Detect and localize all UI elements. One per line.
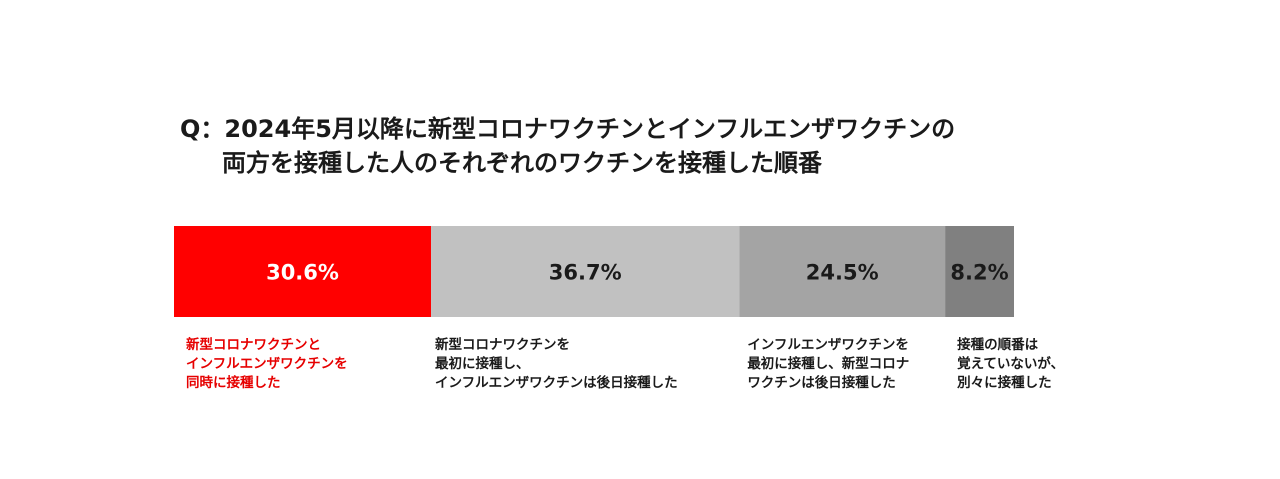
category-label-1-line-3: 同時に接種した bbox=[186, 375, 281, 391]
category-label-2-line-2: 最初に接種し、 bbox=[435, 356, 530, 372]
category-label-3: インフルエンザワクチンを 最初に接種し、新型コロナ ワクチンは後日接種した bbox=[747, 336, 909, 393]
category-label-2: 新型コロナワクチンを 最初に接種し、インフルエンザワクチンは後日接種した bbox=[435, 336, 678, 393]
category-label-1-line-1: 新型コロナワクチンと bbox=[186, 337, 321, 353]
category-label-3-line-3: ワクチンは後日接種した bbox=[747, 375, 896, 391]
chart-title-line-1: Q：2024年5月以降に新型コロナワクチンとインフルエンザワクチンの bbox=[180, 115, 956, 143]
category-label-4-line-3: 別々に接種した bbox=[957, 375, 1052, 391]
bar-segment-4 bbox=[945, 226, 1014, 317]
category-labels: 新型コロナワクチンと インフルエンザワクチンを 同時に接種した 新型コロナワクチンを最… bbox=[0, 336, 1280, 416]
bar-segment-2 bbox=[431, 226, 740, 317]
bar-segment-1 bbox=[174, 226, 432, 317]
chart-title: Q：2024年5月以降に新型コロナワクチンとインフルエンザワクチンの 両方を接種… bbox=[180, 112, 955, 180]
bar-value-label-4: 8.2% bbox=[950, 261, 1008, 285]
bar-value-label-1: 30.6% bbox=[266, 261, 339, 285]
category-label-1-line-2: インフルエンザワクチンを bbox=[186, 356, 348, 372]
chart-title-line-2: 両方を接種した人のそれぞれのワクチンを接種した順番 bbox=[222, 149, 822, 177]
category-label-1: 新型コロナワクチンとインフルエンザワクチンを 同時に接種した bbox=[186, 336, 348, 393]
category-label-3-line-1: インフルエンザワクチンを bbox=[747, 337, 909, 353]
category-label-4-line-2: 覚えていないが、 bbox=[957, 356, 1065, 372]
category-label-2-line-3: インフルエンザワクチンは後日接種した bbox=[435, 375, 678, 391]
bar-value-label-2: 36.7% bbox=[549, 261, 622, 285]
category-label-4-line-1: 接種の順番は bbox=[957, 337, 1039, 353]
bar-segment-3 bbox=[739, 226, 946, 317]
bar-value-label-3: 24.5% bbox=[806, 261, 879, 285]
category-label-3-line-2: 最初に接種し、新型コロナ bbox=[747, 356, 910, 372]
category-label-4: 接種の順番は覚えていないが、 別々に接種した bbox=[957, 336, 1064, 393]
category-label-2-line-1: 新型コロナワクチンを bbox=[435, 337, 571, 353]
